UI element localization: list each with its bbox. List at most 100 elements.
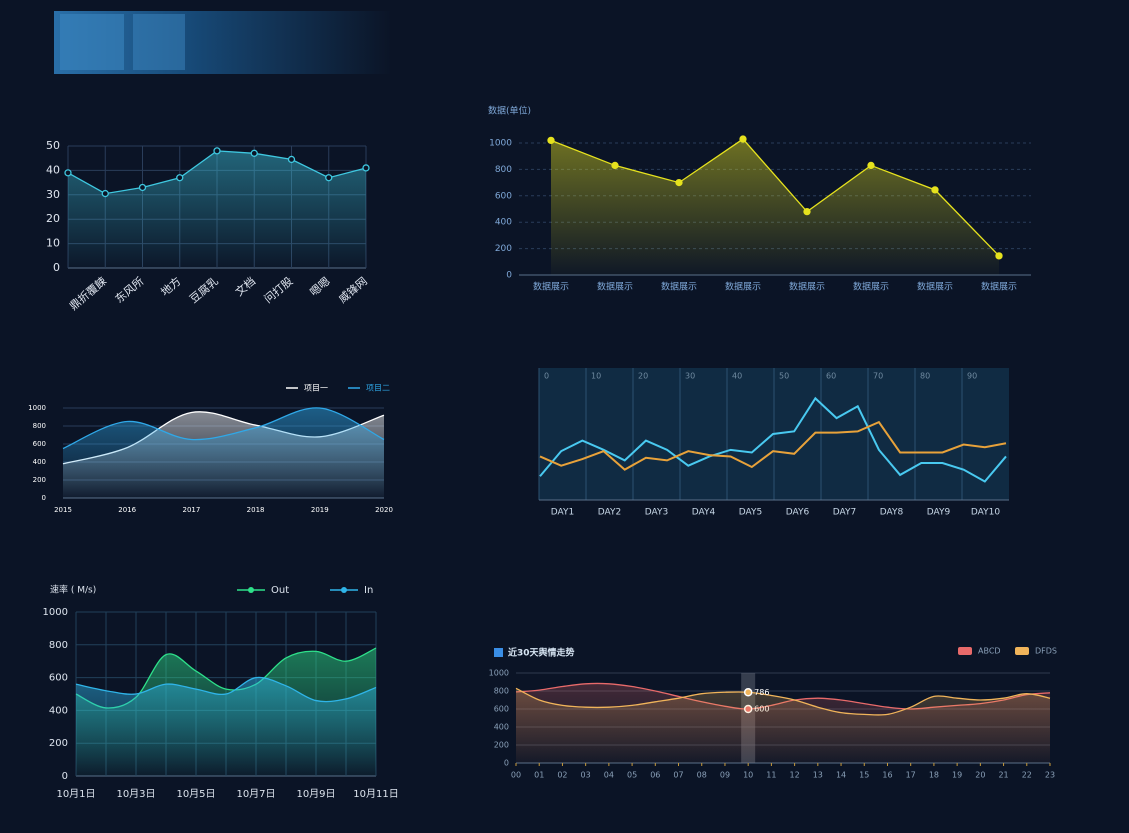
x-tick-label: DAY1 [551,508,574,518]
area [76,677,376,776]
x-tick-label: 东风所 [113,275,147,306]
x-tick-label: 2015 [54,506,72,514]
x-tick-label: 11 [766,771,776,780]
marker [101,189,109,198]
y-tick-label: 600 [494,705,509,714]
x-tick-label: 18 [929,771,939,780]
y-tick-label: 800 [49,640,68,651]
area [68,150,366,268]
marker [803,207,811,216]
x-tick-label: 数据展示 [597,281,633,293]
x-tick-label: 15 [859,771,869,780]
x-tick-label: 10月9日 [296,788,335,800]
marker [547,136,555,145]
y-tick-label: 0 [506,271,512,281]
x-tick-label: 10月5日 [176,788,215,800]
x-tick-label: DAY10 [971,508,1000,518]
x-tick-label: DAY4 [692,508,716,518]
y-tick-label: 800 [33,422,46,430]
x-tick-label: 数据展示 [789,281,825,293]
title-icon [494,648,503,657]
marker [675,178,683,187]
x-tick-label: 数据展示 [661,281,697,293]
line [515,687,1051,716]
marker [362,164,370,172]
x-tick-label: 13 [813,771,823,780]
chart-title: 近30天舆情走势 [508,647,575,659]
y-tick-label: 400 [495,218,512,228]
logo-block [60,14,124,70]
line [62,407,385,450]
x2-tick-label: 30 [685,372,695,381]
tooltip-label: 786 [754,688,769,697]
marker [64,169,72,177]
x-tick-label: 10 [743,771,753,780]
x2-tick-label: 0 [544,372,549,381]
y-tick-label: 200 [33,476,46,484]
marker [250,149,258,157]
x-tick-label: 2017 [182,506,200,514]
legend-swatch [958,647,972,655]
marker [213,147,221,155]
y-tick-label: 0 [62,771,68,782]
x-tick-label: 00 [511,771,521,780]
line [75,676,377,703]
x-tick-label: 22 [1022,771,1032,780]
x-tick-label: 09 [720,771,730,780]
x-tick-label: 12 [790,771,800,780]
marker [739,135,747,143]
x2-tick-label: 20 [638,372,648,381]
x-tick-label: 05 [627,771,637,780]
legend-dot [248,587,254,593]
x2-tick-label: 60 [826,372,836,381]
legend-swatch [1015,647,1029,655]
x-tick-label: DAY9 [927,508,951,518]
x-tick-label: DAY2 [598,508,621,518]
x-tick-label: 21 [998,771,1008,780]
x2-tick-label: 70 [873,372,883,381]
y-axis-label: 数据(单位) [488,105,531,117]
legend-label: ABCD [978,647,1001,656]
x2-tick-label: 10 [591,372,601,381]
y-tick-label: 0 [53,261,60,274]
y-tick-label: 30 [46,188,60,201]
x-tick-label: 10月3日 [116,788,155,800]
x2-tick-label: 40 [732,372,742,381]
y-tick-label: 600 [33,440,46,448]
y-tick-label: 400 [49,705,68,716]
y-tick-label: 0 [42,494,46,502]
x-tick-label: DAY5 [739,508,762,518]
legend-label: 项目二 [366,384,390,393]
x-tick-label: 20 [975,771,985,780]
x-tick-label: 数据展示 [917,281,953,293]
x-tick-label: 03 [581,771,591,780]
x-tick-label: 2018 [247,506,265,514]
marker [995,252,1003,260]
x-tick-label: 文档 [232,274,258,299]
y-tick-label: 1000 [28,404,46,412]
x-tick-label: 08 [697,771,707,780]
marker [931,186,939,194]
y-tick-label: 800 [494,687,509,696]
area [63,407,384,498]
logo-block [133,14,185,70]
x-tick-label: 17 [906,771,916,780]
x2-tick-label: 80 [920,372,930,381]
x2-tick-label: 50 [779,372,789,381]
y-tick-label: 20 [46,212,60,225]
line [539,396,1007,483]
x-tick-label: DAY7 [833,508,856,518]
y-axis-label: 速率 ( M/s) [50,584,96,596]
x-tick-label: DAY8 [880,508,904,518]
marker [325,174,333,182]
x-tick-label: 2020 [375,506,393,514]
x-tick-label: 数据展示 [725,281,761,293]
y-tick-label: 600 [495,191,512,201]
x-tick-label: 数据展示 [533,281,569,293]
x-tick-label: DAY3 [645,508,668,518]
y-tick-label: 200 [49,738,68,749]
x-tick-label: 2019 [311,506,329,514]
x-tick-label: 数据展示 [853,281,889,293]
